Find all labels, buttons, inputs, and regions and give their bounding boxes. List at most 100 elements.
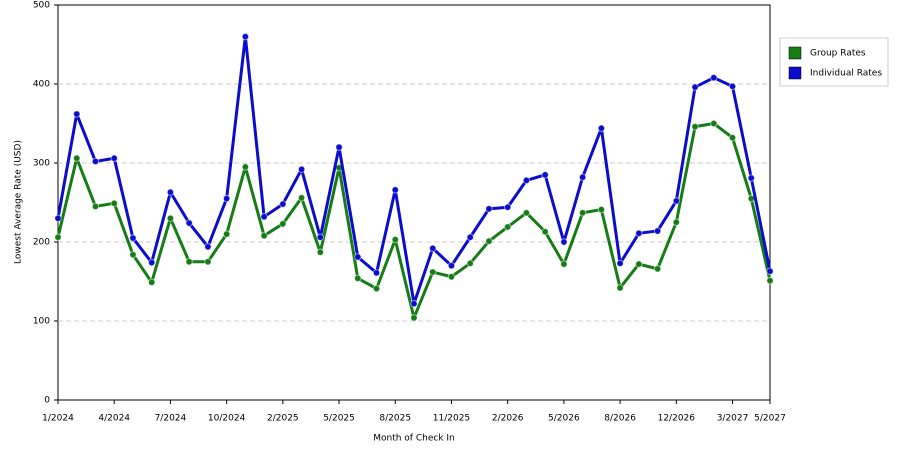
- y-tick-label: 0: [44, 396, 50, 406]
- data-point: [279, 200, 287, 208]
- data-point: [297, 194, 306, 202]
- data-point: [747, 174, 755, 182]
- data-point: [560, 238, 568, 246]
- data-point: [485, 205, 493, 213]
- x-tick-label: 2/2025: [267, 414, 299, 424]
- y-tick-label: 100: [33, 317, 50, 327]
- data-point: [54, 233, 62, 241]
- data-point: [391, 235, 399, 244]
- plot-area: [57, 4, 771, 401]
- data-point: [147, 258, 156, 267]
- data-point: [222, 230, 231, 238]
- data-point: [129, 234, 137, 242]
- data-point: [466, 259, 474, 268]
- data-point: [185, 258, 193, 266]
- data-point: [166, 214, 175, 223]
- data-point: [691, 83, 699, 91]
- data-point: [691, 122, 699, 131]
- legend-label: Individual Rates: [810, 69, 882, 79]
- data-point: [91, 202, 100, 211]
- data-point: [466, 233, 474, 241]
- data-point: [279, 220, 287, 228]
- data-point: [204, 243, 212, 251]
- y-tick-label: 300: [33, 159, 50, 169]
- x-tick-label: 8/2025: [379, 414, 411, 424]
- x-tick-label: 4/2024: [98, 414, 130, 424]
- data-point: [429, 268, 437, 276]
- data-point: [316, 233, 325, 241]
- x-tick-label: 11/2025: [433, 414, 470, 424]
- data-point: [522, 176, 531, 185]
- data-point: [447, 262, 456, 270]
- data-point: [485, 237, 493, 245]
- data-point: [260, 213, 268, 221]
- data-point: [110, 154, 118, 162]
- data-point: [241, 163, 250, 171]
- x-tick-label: 5/2027: [754, 414, 786, 424]
- y-tick-label: 500: [33, 1, 50, 11]
- x-tick-label: 2/2026: [492, 414, 524, 424]
- data-point: [147, 278, 156, 286]
- data-point: [54, 214, 62, 223]
- y-tick-label: 200: [33, 238, 50, 248]
- data-point: [335, 143, 343, 151]
- data-point: [316, 248, 325, 256]
- x-tick-label: 5/2026: [548, 414, 580, 424]
- data-point: [578, 209, 587, 217]
- data-point: [410, 299, 418, 308]
- data-point: [597, 205, 606, 214]
- legend-swatch: [788, 46, 802, 60]
- data-point: [241, 32, 250, 41]
- data-point: [578, 173, 587, 181]
- data-point: [91, 157, 100, 166]
- data-point: [635, 229, 643, 238]
- x-tick-label: 10/2024: [208, 414, 246, 424]
- data-point: [766, 267, 774, 275]
- data-point: [541, 171, 549, 179]
- y-tick-label: 400: [33, 80, 50, 90]
- y-axis-label: Lowest Average Rate (USD): [14, 140, 24, 264]
- data-point: [503, 203, 512, 211]
- x-axis-label: Month of Check In: [373, 434, 455, 444]
- data-point: [354, 253, 362, 261]
- x-tick-label: 12/2026: [658, 414, 696, 424]
- data-point: [429, 244, 437, 253]
- data-point: [653, 265, 662, 273]
- x-tick-label: 3/2027: [717, 414, 749, 424]
- data-point: [372, 269, 381, 277]
- data-point: [710, 73, 718, 82]
- data-point: [766, 277, 774, 285]
- data-point: [597, 124, 606, 132]
- legend-label: Group Rates: [810, 49, 866, 59]
- data-point: [260, 231, 268, 240]
- data-point: [503, 223, 512, 231]
- data-point: [410, 314, 418, 322]
- data-point: [635, 260, 643, 268]
- data-point: [541, 228, 549, 236]
- data-point: [522, 209, 531, 217]
- data-point: [391, 186, 399, 194]
- data-point: [185, 219, 193, 227]
- data-point: [653, 227, 662, 235]
- data-point: [297, 165, 306, 174]
- data-point: [710, 119, 718, 128]
- data-point: [354, 274, 362, 283]
- data-point: [372, 284, 381, 293]
- x-tick-label: 1/2024: [42, 414, 74, 424]
- data-point: [129, 250, 137, 259]
- x-tick-label: 7/2024: [155, 414, 187, 424]
- data-point: [616, 284, 624, 292]
- data-point: [447, 273, 456, 281]
- data-point: [166, 188, 175, 196]
- data-point: [110, 199, 118, 207]
- data-point: [222, 194, 231, 203]
- data-point: [616, 259, 624, 268]
- data-point: [560, 260, 568, 268]
- data-point: [73, 154, 81, 162]
- data-point: [73, 110, 81, 118]
- x-tick-label: 5/2025: [323, 414, 355, 424]
- data-point: [728, 134, 737, 142]
- x-tick-label: 8/2026: [604, 414, 636, 424]
- data-point: [728, 82, 737, 91]
